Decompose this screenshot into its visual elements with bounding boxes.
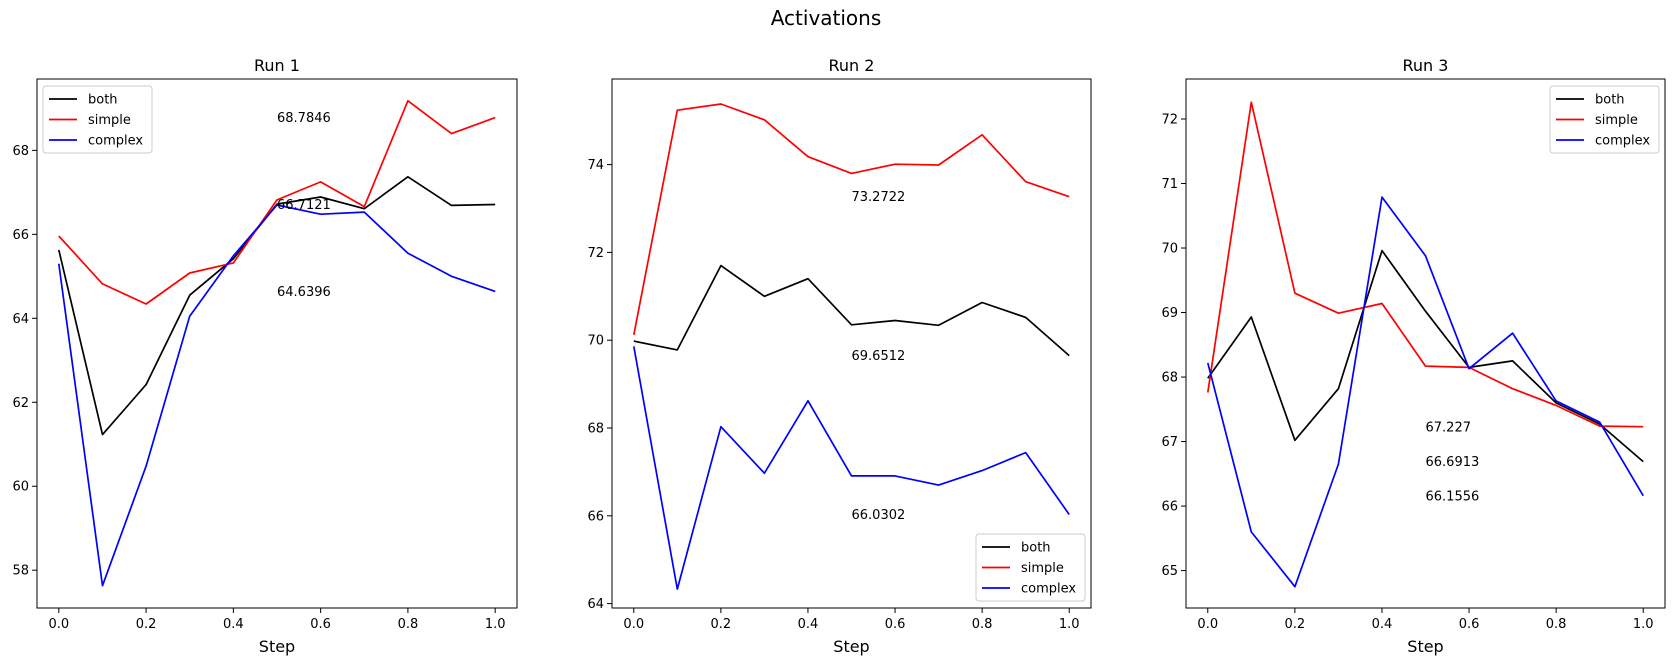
legend-entry: both <box>1595 93 1625 108</box>
y-tick-label: 67 <box>1161 435 1178 450</box>
y-tick-label: 60 <box>12 480 29 495</box>
panels: Run 1 0.0 0.2 0.4 0.6 0.8 1.0 58 60 62 64 66 68 Step 6… <box>12 56 1666 656</box>
x-tick-label: 0.2 <box>711 617 732 632</box>
y-tick-label: 66 <box>587 509 604 524</box>
series-line-simple <box>58 99 496 305</box>
y-tick-label: 70 <box>1161 242 1178 257</box>
y-tick-label: 68 <box>12 144 29 159</box>
series-line-both <box>1207 249 1644 463</box>
x-tick-label: 0.0 <box>48 617 69 632</box>
series-line-both <box>57 175 496 436</box>
series-line-complex <box>57 204 496 587</box>
plot-frame <box>611 78 1092 609</box>
y-tick-label: 66 <box>12 228 29 243</box>
series-line-simple <box>632 103 1070 336</box>
value-annotation: 68.7846 <box>277 111 331 126</box>
x-tick-label: 0.4 <box>223 617 244 632</box>
series-line-complex <box>632 346 1070 590</box>
panel-title: Run 3 <box>1403 56 1449 75</box>
x-tick-label: 1.0 <box>1633 617 1654 632</box>
legend-box <box>975 533 1086 602</box>
plot-frame <box>36 78 518 609</box>
y-tick-label: 62 <box>12 396 29 411</box>
chart-panel-1: Run 1 0.0 0.2 0.4 0.6 0.8 1.0 58 60 62 64 66 68 Step 6… <box>12 56 518 656</box>
chart-panel-3: Run 3 0.0 0.2 0.4 0.6 0.8 1.0 65 66 67 68 69 70 71 72 S… <box>1161 56 1666 656</box>
legend: both simple complex <box>1549 85 1660 154</box>
y-tick-label: 71 <box>1161 177 1178 192</box>
legend-entry: simple <box>1595 113 1638 128</box>
panel-title: Run 2 <box>829 56 875 75</box>
x-tick-label: 0.8 <box>1546 617 1567 632</box>
legend-entry: complex <box>88 134 143 149</box>
x-tick-label: 1.0 <box>485 617 506 632</box>
x-tick-label: 0.2 <box>136 617 157 632</box>
legend-entry: both <box>88 93 118 108</box>
y-tick-label: 74 <box>587 158 604 173</box>
y-tick-label: 58 <box>12 564 29 579</box>
x-tick-label: 0.2 <box>1285 617 1306 632</box>
value-annotation: 67.227 <box>1426 420 1472 435</box>
legend-entry: both <box>1021 541 1051 556</box>
x-axis-label: Step <box>833 637 869 656</box>
x-tick-label: 0.6 <box>1459 617 1480 632</box>
value-annotation: 69.6512 <box>852 349 906 364</box>
y-tick-label: 68 <box>1161 371 1178 386</box>
x-tick-label: 0.8 <box>398 617 419 632</box>
x-tick-label: 0.0 <box>623 617 644 632</box>
value-annotation: 73.2722 <box>852 190 906 205</box>
value-annotation: 64.6396 <box>277 285 331 300</box>
x-tick-label: 0.4 <box>798 617 819 632</box>
value-annotation: 66.6913 <box>1426 455 1480 470</box>
x-tick-label: 0.6 <box>885 617 906 632</box>
value-annotation: 66.7121 <box>277 198 331 213</box>
legend-entry: simple <box>1021 561 1064 576</box>
y-tick-label: 65 <box>1161 564 1178 579</box>
y-tick-label: 66 <box>1161 500 1178 515</box>
series-line-simple <box>1206 101 1644 428</box>
legend-entry: simple <box>88 113 131 128</box>
y-tick-label: 68 <box>587 422 604 437</box>
figure-title: Activations <box>771 6 882 30</box>
y-tick-label: 64 <box>587 597 604 612</box>
x-tick-label: 0.6 <box>310 617 331 632</box>
y-tick-label: 72 <box>587 246 604 261</box>
x-tick-label: 0.4 <box>1372 617 1393 632</box>
x-tick-label: 0.0 <box>1197 617 1218 632</box>
legend-entry: complex <box>1595 134 1650 149</box>
x-axis-label: Step <box>259 637 295 656</box>
x-axis-label: Step <box>1407 637 1443 656</box>
legend: both simple complex <box>42 85 153 154</box>
value-annotation: 66.1556 <box>1426 490 1480 505</box>
panel-title: Run 1 <box>254 56 300 75</box>
legend: both simple complex <box>975 533 1086 602</box>
legend-entry: complex <box>1021 582 1076 597</box>
legend-box <box>1549 85 1660 154</box>
series-line-both <box>633 264 1070 357</box>
value-annotation: 66.0302 <box>852 508 906 523</box>
y-tick-label: 64 <box>12 312 29 327</box>
x-tick-label: 1.0 <box>1059 617 1080 632</box>
series-line-complex <box>1206 196 1644 588</box>
y-tick-label: 69 <box>1161 306 1178 321</box>
plot-frame <box>1185 78 1666 609</box>
chart-panel-2: Run 2 0.0 0.2 0.4 0.6 0.8 1.0 64 66 68 70 72 74 Step 7… <box>587 56 1092 656</box>
y-tick-label: 70 <box>587 334 604 349</box>
y-tick-label: 72 <box>1161 112 1178 127</box>
x-tick-label: 0.8 <box>972 617 993 632</box>
legend-box <box>42 85 153 154</box>
